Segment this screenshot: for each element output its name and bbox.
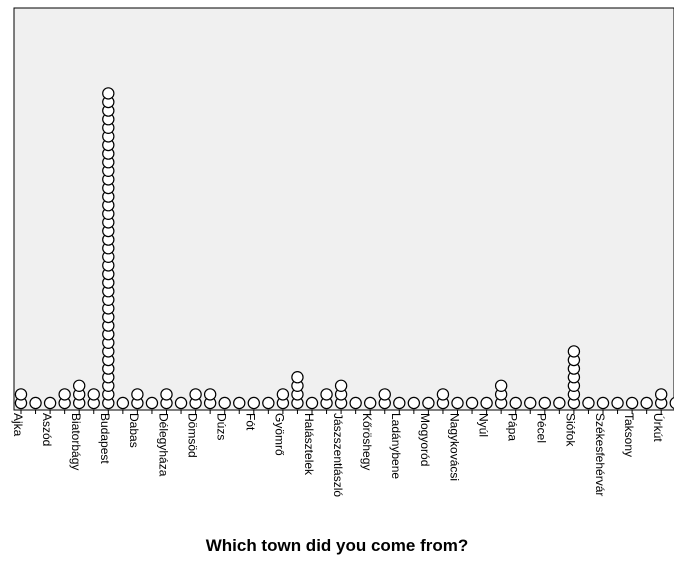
dot-marker	[669, 397, 674, 409]
x-tick-label: Halásztelek	[302, 413, 316, 476]
x-tick-label: Pápa	[506, 413, 520, 441]
dot-marker	[480, 396, 493, 410]
dot-marker	[233, 396, 246, 410]
dot-marker	[320, 388, 333, 401]
dot-marker	[160, 388, 173, 401]
dot-marker	[334, 379, 348, 392]
plot-area	[13, 7, 674, 411]
dot-marker	[567, 345, 581, 358]
dot-marker	[305, 396, 319, 410]
dot-marker	[393, 396, 406, 410]
dot-marker	[655, 388, 668, 401]
dot-marker	[14, 388, 28, 401]
dot-marker	[102, 87, 115, 100]
dot-marker	[494, 379, 508, 392]
dot-marker	[538, 396, 552, 410]
dot-marker	[640, 396, 653, 410]
x-axis-title: Which town did you come from?	[205, 536, 469, 555]
dot-marker	[276, 388, 290, 401]
dot-marker	[465, 396, 479, 410]
dot-marker	[611, 396, 624, 410]
dot-marker	[116, 396, 130, 410]
dot-marker	[451, 396, 464, 410]
dot-marker	[262, 396, 275, 410]
x-tick-label: Nagykovácsi	[447, 413, 461, 481]
dot-marker	[625, 396, 639, 410]
dot-marker	[203, 388, 217, 401]
x-tick-label: Biatorbágy	[69, 413, 83, 470]
x-tick-label: Dömsöd	[185, 413, 199, 458]
dot-marker	[524, 396, 537, 410]
dot-plot: Ajka Aszód Biatorbágy Budapest Dabas Délegyhá…	[11, 7, 674, 497]
dot-marker	[422, 396, 435, 410]
dot-marker	[509, 396, 522, 410]
x-tick-label: Gyömrő	[273, 413, 287, 456]
dot-marker	[145, 396, 159, 410]
dot-marker	[291, 371, 304, 384]
x-tick-label: Fót	[244, 413, 258, 431]
x-tick-label: Délegyháza	[156, 413, 170, 477]
x-tick-label: Siófok	[564, 413, 578, 447]
x-tick-label: Jászszentlászló	[331, 413, 345, 497]
dot-marker	[87, 388, 100, 401]
x-tick-label: Ajka	[11, 413, 25, 437]
dot-marker	[349, 396, 362, 410]
x-tick-label: Mogyoród	[418, 413, 432, 466]
dot-marker	[407, 396, 421, 410]
dot-marker	[174, 396, 188, 410]
dot-marker	[43, 396, 57, 410]
x-tick-label: Budapest	[98, 413, 112, 464]
dot-marker	[596, 396, 610, 410]
x-tick-label: Ladánybene	[389, 413, 403, 479]
x-tick-label: Aszód	[40, 413, 54, 446]
x-tick-label: Pécel	[535, 413, 549, 443]
x-tick-label: Úrkút	[651, 413, 666, 442]
x-tick-label: Dabas	[127, 413, 141, 448]
dot-marker	[436, 388, 450, 401]
x-tick-label: Nyúl	[476, 413, 490, 437]
x-tick-label: Kőröshegy	[360, 413, 374, 470]
dot-marker	[364, 396, 377, 410]
dot-marker	[378, 388, 391, 401]
dot-marker	[582, 396, 595, 410]
dot-marker	[553, 396, 566, 410]
dot-marker	[131, 388, 144, 401]
dot-marker	[72, 379, 86, 392]
x-tick-label: Dúzs	[215, 413, 229, 440]
x-tick-label: Székesfehérvár	[593, 413, 607, 496]
dot-marker	[247, 396, 260, 410]
dot-marker	[58, 388, 71, 401]
dot-marker	[189, 388, 202, 401]
x-tick-label: Taksony	[622, 413, 636, 457]
dot-marker	[218, 396, 231, 410]
dot-marker	[29, 396, 42, 410]
